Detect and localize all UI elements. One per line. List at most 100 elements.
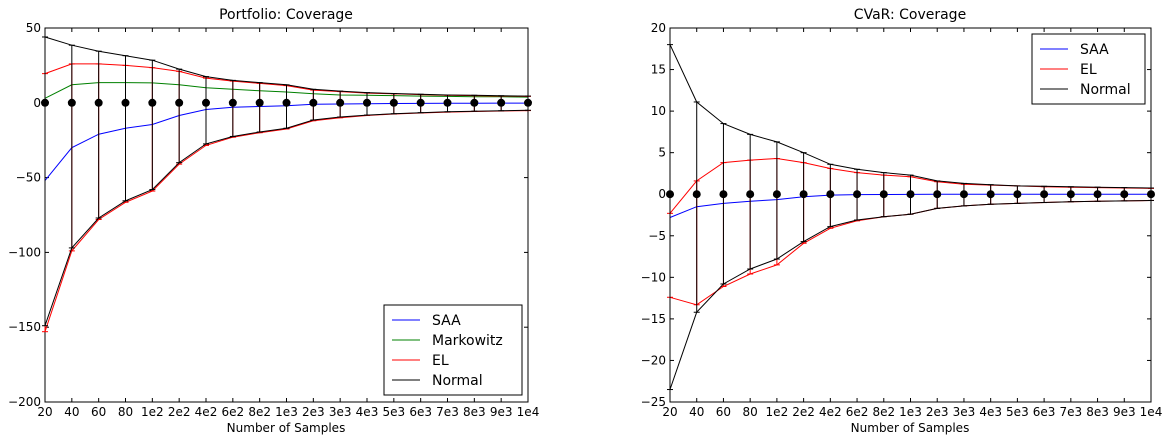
legend-label-el: EL (432, 353, 449, 369)
x-tick-label: 8e2 (248, 405, 271, 419)
data-point-marker (175, 98, 184, 107)
data-point-marker (389, 98, 398, 107)
x-tick-label: 1e2 (141, 405, 164, 419)
series-lower-normal (44, 109, 529, 326)
data-point-marker (121, 98, 130, 107)
x-tick-label: 2e3 (302, 405, 325, 419)
x-tick-label: 9e3 (490, 405, 513, 419)
data-point-marker (666, 190, 674, 199)
data-point-marker (336, 98, 345, 107)
x-tick-label: 3e3 (329, 405, 352, 419)
x-tick-label: 40 (689, 405, 704, 419)
data-point-marker (524, 98, 532, 107)
x-tick-label: 80 (743, 405, 758, 419)
x-tick-label: 2e2 (168, 405, 191, 419)
data-point-marker (1120, 190, 1129, 199)
data-point-marker (959, 190, 968, 199)
x-tick-label: 7e3 (436, 405, 459, 419)
x-tick-label: 20 (37, 405, 52, 419)
legend-label-saa: SAA (1080, 42, 1109, 58)
x-tick-label: 6e3 (409, 405, 432, 419)
legend-label-saa: SAA (432, 313, 461, 329)
cvar-coverage-chart: CVaR: Coverage Number of Samples 20 40 60 8… (641, 7, 1163, 435)
y-tick-label: 5 (658, 146, 666, 160)
data-point-marker (719, 190, 728, 199)
x-tick-label: 4e3 (979, 405, 1002, 419)
x-tick-label: 8e3 (463, 405, 486, 419)
data-point-marker (67, 98, 76, 107)
data-point-marker (41, 98, 49, 107)
y-tick-label: −150 (8, 320, 41, 334)
y-tick-label: −100 (8, 245, 41, 259)
data-point-marker (1066, 190, 1075, 199)
legend-label-el: EL (1080, 62, 1097, 78)
x-tick-label: 4e3 (356, 405, 379, 419)
y-tick-label: −25 (641, 395, 666, 409)
x-axis-label: Number of Samples (851, 421, 970, 435)
x-tick-label: 7e3 (1060, 405, 1083, 419)
x-tick-label: 8e3 (1086, 405, 1109, 419)
y-tick-label: 50 (26, 21, 41, 35)
data-point-marker (879, 190, 888, 199)
portfolio-coverage-chart: Portfolio: Coverage Number of Samples 20… (8, 7, 539, 435)
data-point-marker (906, 190, 915, 199)
data-point-marker (853, 190, 862, 199)
data-point-marker (986, 190, 995, 199)
legend-label-markowitz: Markowitz (432, 333, 503, 349)
plot-area: 20 40 60 80 1e2 2e2 4e2 6e2 8e2 1e3 2e3 3e3 4e3 5e3 6e… (641, 21, 1163, 419)
data-point-marker (1147, 190, 1155, 199)
x-tick-label: 1e4 (1140, 405, 1163, 419)
x-tick-label: 80 (118, 405, 133, 419)
x-tick-label: 2e3 (926, 405, 949, 419)
x-tick-label: 4e2 (819, 405, 842, 419)
x-tick-label: 3e3 (953, 405, 976, 419)
data-point-marker (497, 98, 506, 107)
data-point-marker (692, 190, 701, 199)
data-point-marker (148, 98, 157, 107)
data-point-marker (363, 98, 371, 107)
data-point-marker (1040, 190, 1049, 199)
y-tick-label: 10 (651, 104, 666, 118)
x-tick-label: 20 (662, 405, 677, 419)
x-tick-label: 60 (91, 405, 106, 419)
data-point-marker (470, 98, 479, 107)
data-point-marker (255, 98, 264, 107)
legend-label-normal: Normal (1080, 82, 1131, 98)
x-tick-label: 1e3 (275, 405, 298, 419)
x-tick-label: 5e3 (1006, 405, 1029, 419)
x-tick-label: 4e2 (195, 405, 218, 419)
data-point-marker (202, 98, 210, 107)
x-tick-label: 6e2 (222, 405, 245, 419)
chart-title: CVaR: Coverage (854, 7, 966, 23)
series-lower-normal (669, 200, 1152, 390)
x-tick-label: 8e2 (872, 405, 895, 419)
data-point-marker (416, 98, 425, 107)
y-tick-label: −50 (16, 171, 41, 185)
data-point-marker (799, 190, 808, 199)
data-point-marker (1093, 190, 1102, 199)
data-point-marker (826, 190, 835, 199)
legend: SAA EL Normal (1031, 33, 1146, 105)
y-tick-label: −5 (648, 229, 666, 243)
data-point-marker (228, 98, 237, 107)
x-tick-label: 6e2 (846, 405, 869, 419)
x-tick-label: 40 (64, 405, 79, 419)
y-tick-label: −10 (641, 270, 666, 284)
data-point-marker (1013, 190, 1022, 199)
y-tick-label: −200 (8, 395, 41, 409)
x-tick-label: 1e2 (766, 405, 789, 419)
chart-title: Portfolio: Coverage (219, 7, 353, 23)
y-tick-label: −15 (641, 312, 666, 326)
data-point-marker (772, 190, 781, 199)
x-tick-label: 1e3 (899, 405, 922, 419)
x-tick-label: 1e4 (517, 405, 540, 419)
series-lower-el (669, 200, 1152, 306)
data-point-marker (94, 98, 103, 107)
x-tick-label: 6e3 (1033, 405, 1056, 419)
series-lower-el (44, 110, 529, 332)
data-point-marker (933, 190, 942, 199)
y-tick-label: −20 (641, 353, 666, 367)
data-point-marker (282, 98, 291, 107)
data-point-marker (309, 98, 318, 107)
x-axis-label: Number of Samples (227, 421, 346, 435)
